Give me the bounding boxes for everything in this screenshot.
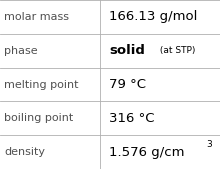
Text: boiling point: boiling point [4, 113, 74, 123]
Text: 1.576 g/cm: 1.576 g/cm [109, 146, 184, 159]
Text: molar mass: molar mass [4, 12, 69, 22]
Text: (at STP): (at STP) [157, 46, 196, 55]
Text: solid: solid [109, 44, 145, 57]
Text: 79 °C: 79 °C [109, 78, 146, 91]
Text: density: density [4, 147, 45, 157]
Text: 3: 3 [206, 140, 212, 149]
Text: phase: phase [4, 46, 38, 56]
Text: 166.13 g/mol: 166.13 g/mol [109, 10, 197, 23]
Text: melting point: melting point [4, 79, 79, 90]
Text: 316 °C: 316 °C [109, 112, 154, 125]
